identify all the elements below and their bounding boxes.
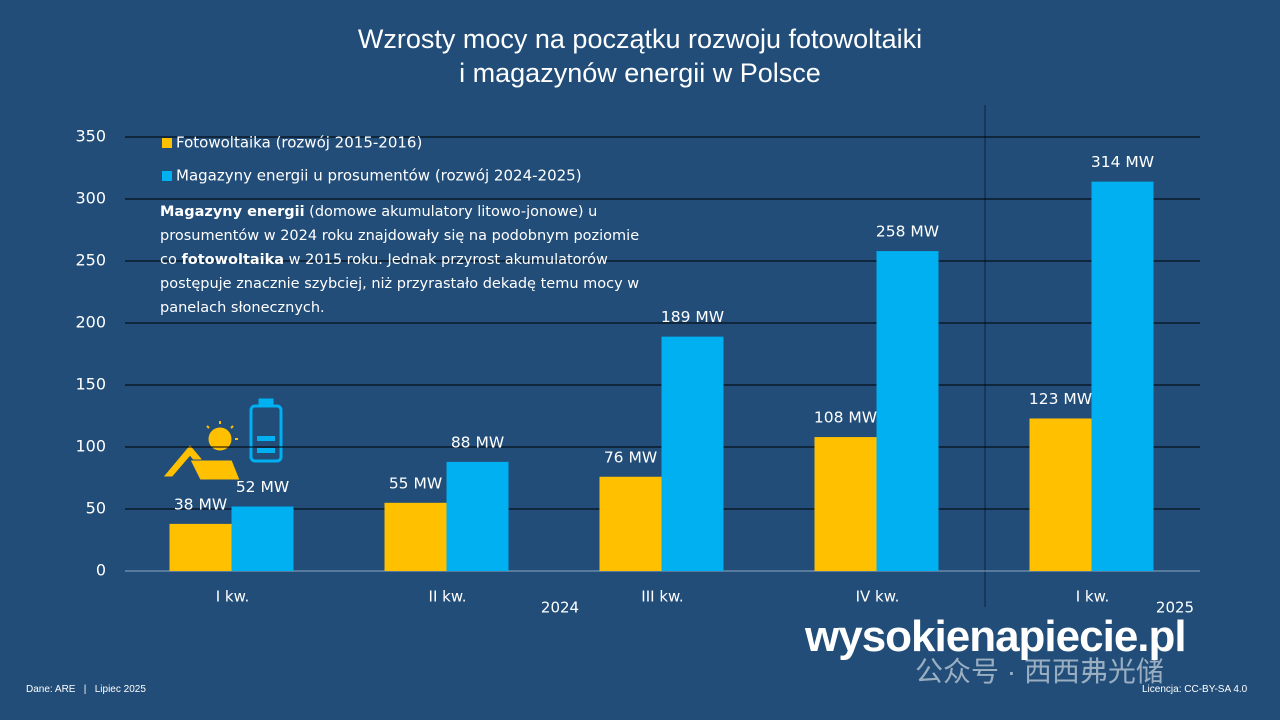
value-label: 52 MW (236, 478, 289, 496)
annotation: Magazyny energii (domowe akumulatory lit… (160, 200, 640, 320)
bar (599, 476, 662, 571)
value-label: 123 MW (1029, 390, 1092, 408)
x-tick-label: I kw. (1076, 588, 1110, 606)
value-label: 55 MW (389, 474, 442, 492)
year-label: 2025 (1156, 599, 1194, 617)
x-tick-label: III kw. (641, 588, 683, 606)
legend-swatch (162, 171, 172, 181)
annotation-run: w 2015 roku. Jednak przyrost akumulatoró… (160, 252, 640, 316)
legend-label: Magazyny energii u prosumentów (rozwój 2… (176, 167, 582, 185)
legend-swatch (162, 138, 172, 148)
x-tick-label: IV kw. (856, 588, 900, 606)
value-label: 258 MW (876, 223, 939, 241)
x-tick-label: I kw. (216, 588, 250, 606)
bar (231, 506, 294, 571)
license: Licencja: CC-BY-SA 4.0 (1142, 684, 1248, 695)
value-label: 108 MW (814, 409, 877, 427)
y-tick-label: 200 (75, 313, 106, 332)
value-label: 88 MW (451, 433, 504, 451)
value-label: 38 MW (174, 495, 227, 513)
y-tick-label: 350 (75, 127, 106, 146)
footer: Dane: ARE | Lipiec 2025 (26, 684, 146, 695)
value-label: 314 MW (1091, 153, 1154, 171)
annotation-run: fotowoltaika (181, 252, 285, 268)
x-tick-label: II kw. (429, 588, 467, 606)
y-tick-label: 100 (75, 437, 106, 456)
value-label: 76 MW (604, 448, 657, 466)
watermark: 公众号 · 西西弗光储 (915, 656, 1164, 687)
value-label: 189 MW (661, 308, 724, 326)
bar (661, 336, 724, 571)
y-tick-label: 50 (86, 499, 106, 518)
y-tick-label: 300 (75, 189, 106, 208)
bar (169, 523, 232, 571)
bar (1091, 181, 1154, 571)
chart-title: Wzrosty mocy na początku rozwoju fotowol… (357, 24, 923, 88)
battery-icon (249, 398, 283, 463)
y-tick-label: 250 (75, 251, 106, 270)
bar (1029, 418, 1092, 571)
bar (814, 437, 877, 571)
year-label: 2024 (541, 599, 579, 617)
y-tick-label: 150 (75, 375, 106, 394)
logo: wysokienapiecie.pl (805, 612, 1187, 661)
solar-icon (163, 421, 241, 481)
legend-label: Fotowoltaika (rozwój 2015-2016) (176, 134, 422, 152)
annotation-run: (domowe akumulatory litowo-jonowe) u pro… (160, 204, 640, 268)
annotation-run: Magazyny energii (160, 204, 305, 220)
bar (384, 502, 447, 571)
y-tick-label: 0 (96, 561, 106, 580)
bar (876, 251, 939, 571)
bar (446, 461, 509, 571)
